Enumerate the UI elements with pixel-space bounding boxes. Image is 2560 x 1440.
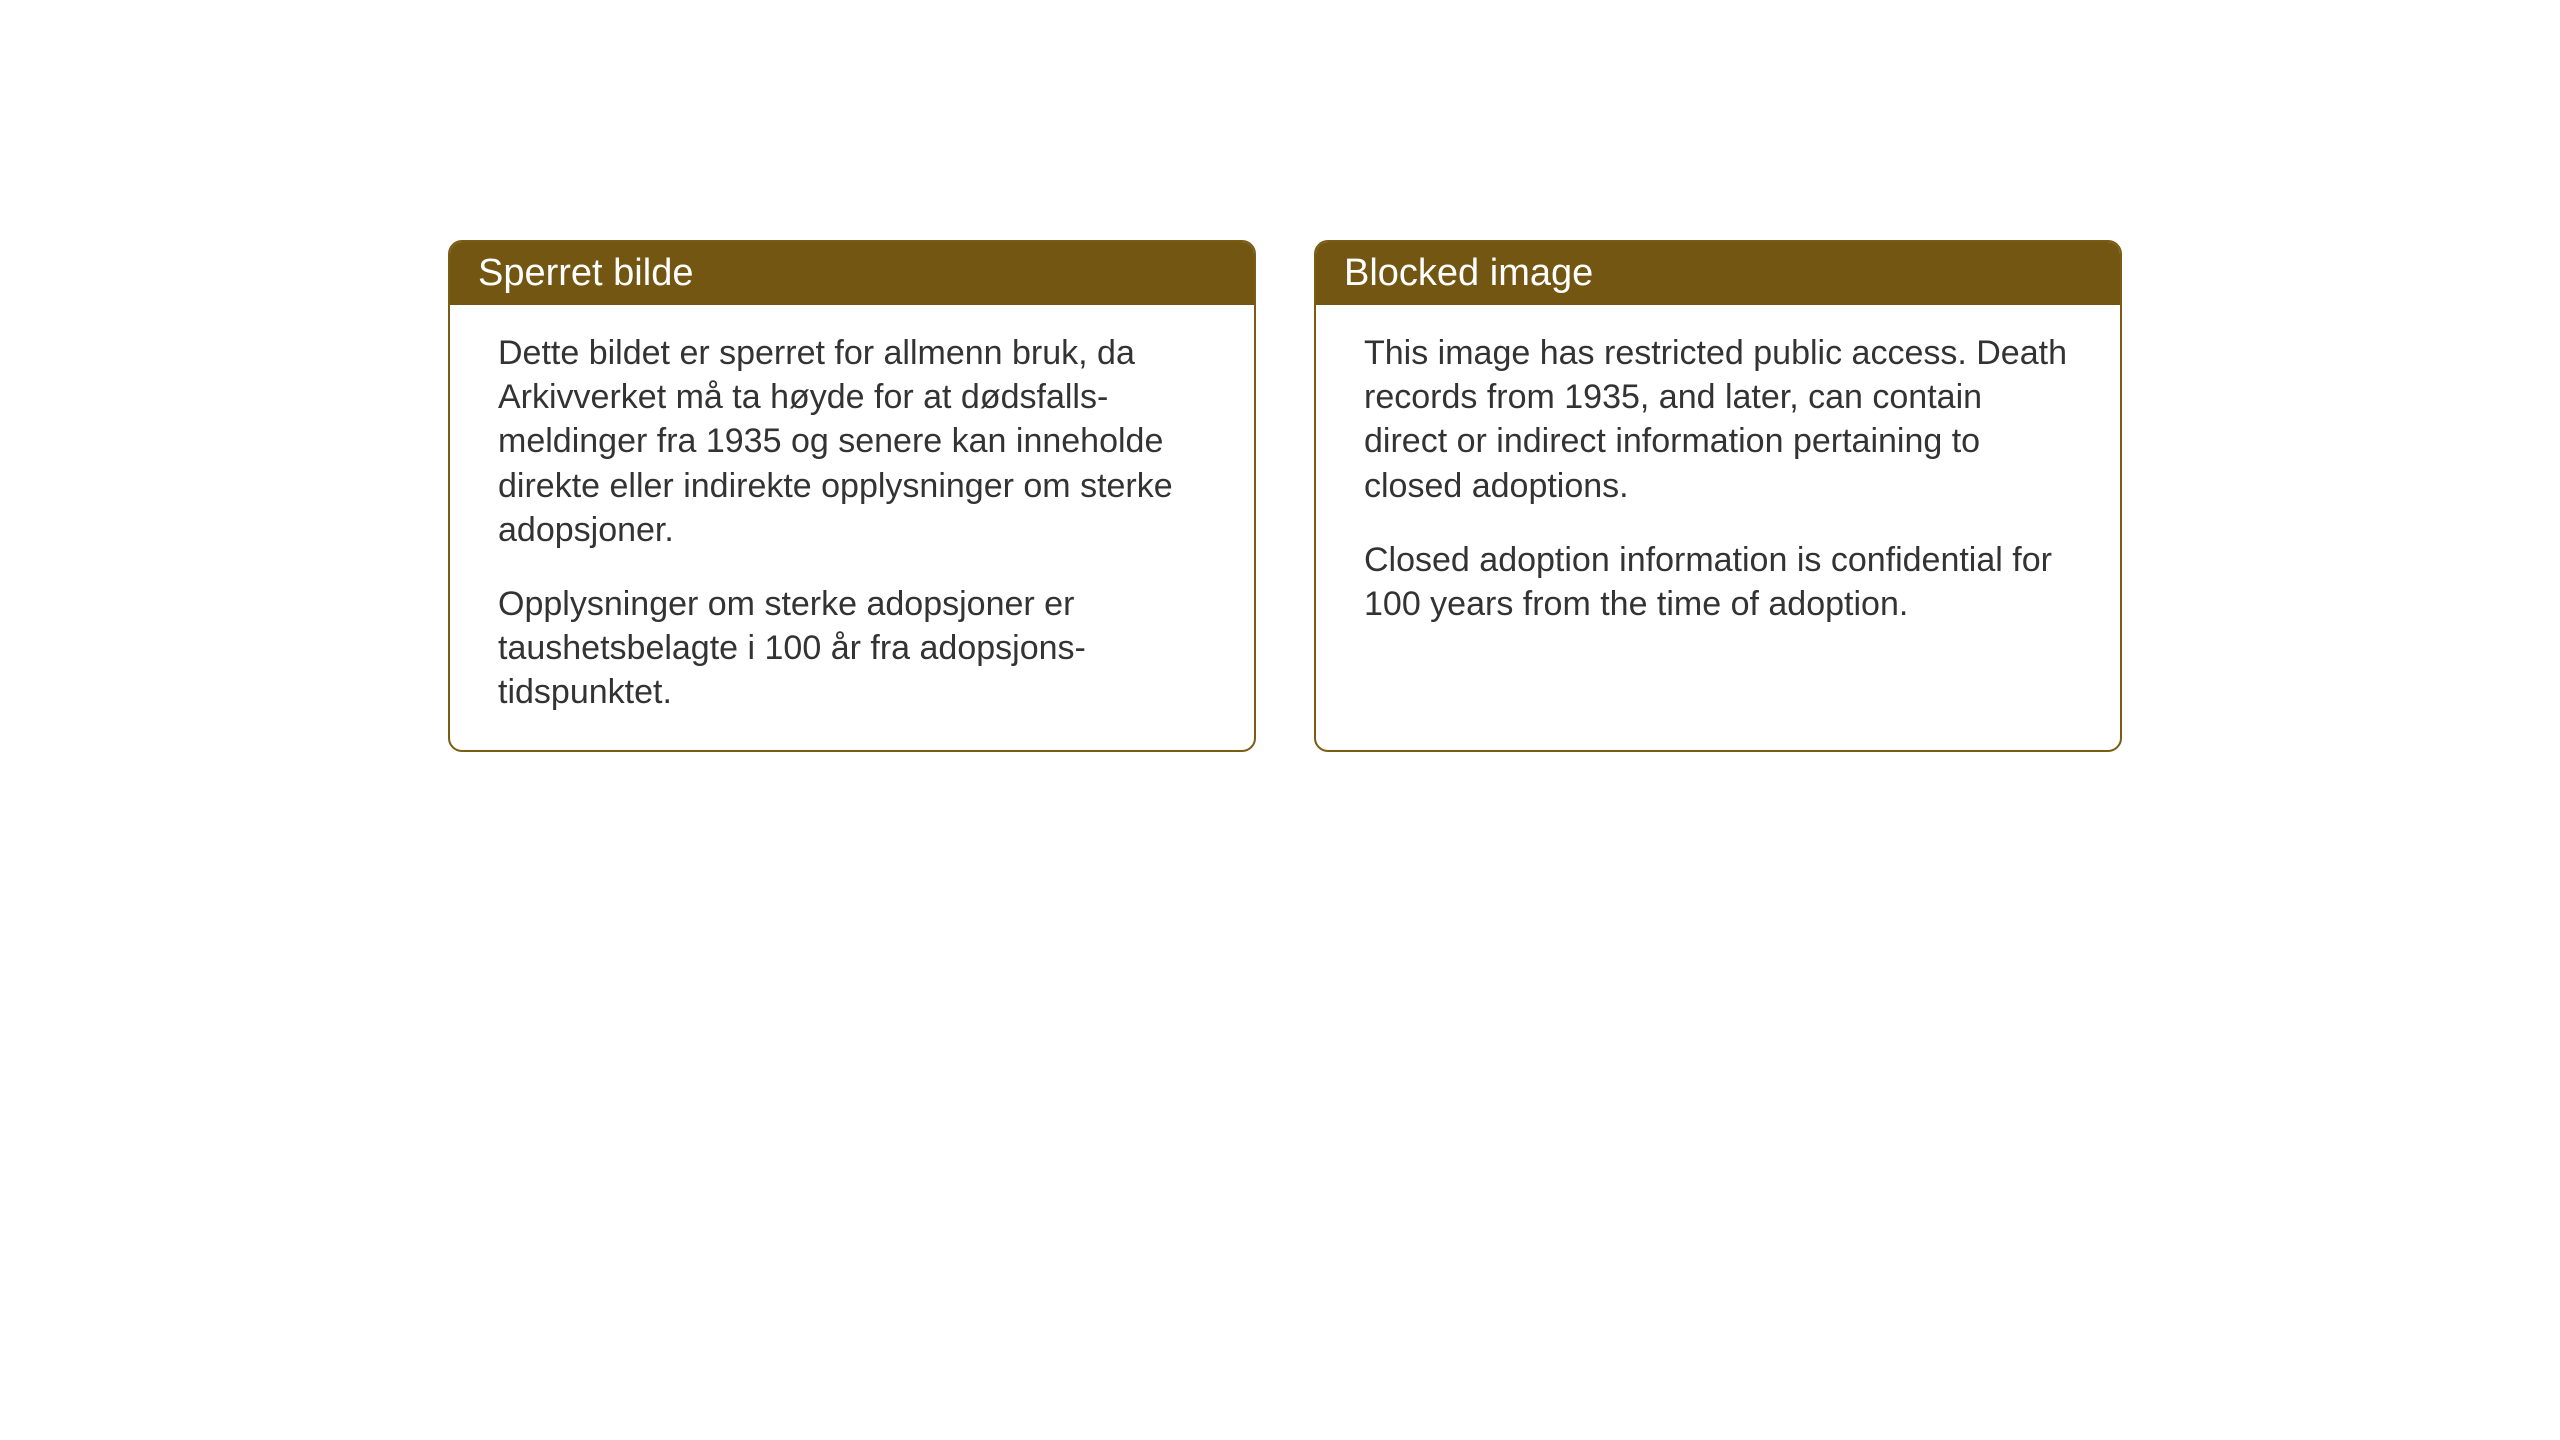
card-paragraph-1-english: This image has restricted public access.… xyxy=(1364,331,2072,508)
card-header-norwegian: Sperret bilde xyxy=(450,242,1254,305)
notice-card-english: Blocked image This image has restricted … xyxy=(1314,240,2122,752)
card-header-english: Blocked image xyxy=(1316,242,2120,305)
notice-card-norwegian: Sperret bilde Dette bildet er sperret fo… xyxy=(448,240,1256,752)
card-paragraph-2-english: Closed adoption information is confident… xyxy=(1364,538,2072,626)
card-body-english: This image has restricted public access.… xyxy=(1316,305,2120,666)
card-paragraph-1-norwegian: Dette bildet er sperret for allmenn bruk… xyxy=(498,331,1206,552)
card-paragraph-2-norwegian: Opplysninger om sterke adopsjoner er tau… xyxy=(498,582,1206,715)
card-body-norwegian: Dette bildet er sperret for allmenn bruk… xyxy=(450,305,1254,752)
card-title-english: Blocked image xyxy=(1344,252,1593,294)
notice-cards-container: Sperret bilde Dette bildet er sperret fo… xyxy=(448,240,2122,752)
card-title-norwegian: Sperret bilde xyxy=(478,252,693,294)
